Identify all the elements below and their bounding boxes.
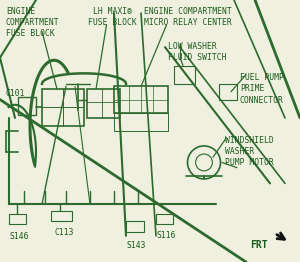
Text: WINDSHIELD
WASHER
PUMP MOTOR: WINDSHIELD WASHER PUMP MOTOR xyxy=(225,136,274,167)
Text: LH MAXI®
FUSE BLOCK: LH MAXI® FUSE BLOCK xyxy=(88,7,137,27)
Text: LOW WASHER
FLUID SWITCH: LOW WASHER FLUID SWITCH xyxy=(168,42,226,62)
Text: ENGINE COMPARTMENT
MICRO RELAY CENTER: ENGINE COMPARTMENT MICRO RELAY CENTER xyxy=(144,7,231,27)
Text: C113: C113 xyxy=(55,228,74,237)
Text: S146: S146 xyxy=(10,232,29,241)
Text: FUEL PUMP
PRIME
CONNECTOR: FUEL PUMP PRIME CONNECTOR xyxy=(240,73,284,105)
Text: C101: C101 xyxy=(6,89,26,98)
Text: FRT: FRT xyxy=(250,240,268,250)
Text: S116: S116 xyxy=(157,231,176,240)
Text: S143: S143 xyxy=(127,241,146,249)
Text: ENGINE
COMPARTMENT
FUSE BLOCK: ENGINE COMPARTMENT FUSE BLOCK xyxy=(6,7,60,38)
